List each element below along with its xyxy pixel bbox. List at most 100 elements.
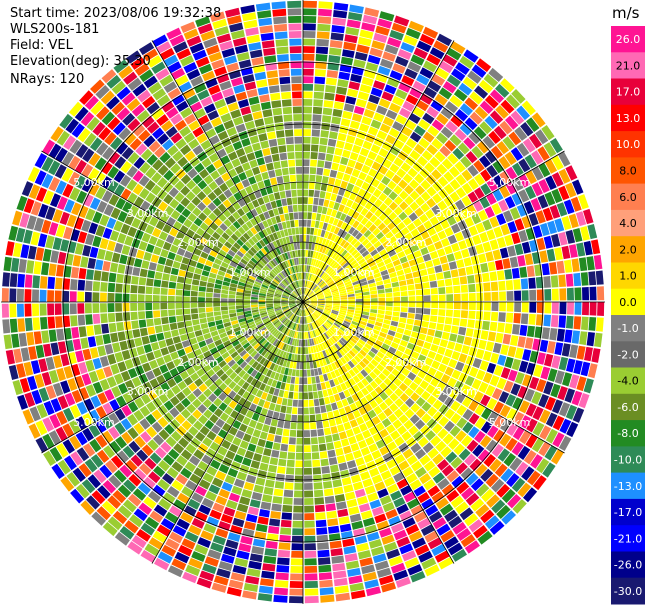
radar-gate xyxy=(484,302,491,311)
radar-gate xyxy=(456,259,464,268)
radar-gate xyxy=(303,84,313,91)
radar-gate xyxy=(461,345,470,354)
field-label: Field: VEL xyxy=(10,38,73,54)
radar-gate xyxy=(25,304,32,317)
radar-gate xyxy=(134,338,143,347)
radar-gate xyxy=(277,54,289,62)
radar-gate xyxy=(214,289,221,294)
radar-gate xyxy=(276,200,282,208)
radar-gate xyxy=(334,441,342,449)
radar-gate xyxy=(229,310,236,314)
radar-gate xyxy=(182,340,190,348)
radar-gate xyxy=(123,294,130,302)
radar-gate xyxy=(297,243,300,250)
radar-gate xyxy=(147,270,155,278)
radar-gate xyxy=(551,315,559,327)
radar-gate xyxy=(92,303,99,313)
radar-gate xyxy=(335,585,349,594)
radar-gate xyxy=(586,256,595,270)
radar-gate xyxy=(250,499,261,508)
radar-gate xyxy=(323,108,333,116)
radar-gate xyxy=(297,430,303,437)
radar-gate xyxy=(183,309,190,315)
radar-gate xyxy=(303,99,312,106)
ring-label: 5.00km xyxy=(489,176,531,189)
radar-gate xyxy=(277,176,284,184)
radar-gate xyxy=(567,288,574,301)
radar-gate xyxy=(345,553,358,562)
radar-gate xyxy=(288,392,293,399)
radar-gate xyxy=(311,145,319,152)
radar-gate xyxy=(328,526,340,534)
radar-gate xyxy=(325,85,336,93)
radar-gate xyxy=(313,114,322,121)
radar-gate xyxy=(318,436,325,444)
radar-gate xyxy=(339,462,348,471)
radar-gate xyxy=(75,243,84,255)
radar-gate xyxy=(184,315,191,321)
radar-gate xyxy=(207,317,215,323)
radar-gate xyxy=(311,437,318,444)
radar-gate xyxy=(75,350,84,362)
radar-gate xyxy=(409,302,416,307)
radar-gate xyxy=(251,546,264,555)
radar-gate xyxy=(272,496,282,504)
radar-gate xyxy=(490,322,498,332)
radar-gate xyxy=(304,528,315,535)
radar-gate xyxy=(303,8,317,15)
radar-gate xyxy=(491,282,499,291)
radar-gate xyxy=(514,302,521,312)
radar-gate xyxy=(262,40,275,48)
radar-gate xyxy=(245,82,257,91)
radar-gate xyxy=(280,406,286,414)
radar-gate xyxy=(303,355,306,362)
radar-gate xyxy=(303,182,309,189)
radar-gate xyxy=(353,450,362,459)
radar-gate xyxy=(243,433,252,442)
radar-gate xyxy=(349,81,361,90)
radar-gate xyxy=(513,279,521,290)
radar-gate xyxy=(587,332,595,346)
radar-gate xyxy=(318,557,331,565)
radar-gate xyxy=(510,257,519,268)
radar-gate xyxy=(451,326,459,334)
radar-gate xyxy=(207,282,215,288)
radar-gate xyxy=(371,306,378,310)
radar-gate xyxy=(329,419,336,427)
radar-gate xyxy=(70,303,77,314)
radar-gate xyxy=(319,398,325,406)
radar-gate xyxy=(236,302,243,305)
radar-gate xyxy=(247,568,261,577)
radar-gate xyxy=(112,342,121,352)
radar-gate xyxy=(415,314,422,320)
radar-gate xyxy=(353,528,365,537)
radar-gate xyxy=(138,311,145,319)
radar-gate xyxy=(193,325,201,332)
radar-gate xyxy=(295,377,299,384)
radar-gate xyxy=(294,243,298,250)
radar-gate xyxy=(355,489,366,498)
radar-gate xyxy=(574,316,582,329)
radar-gate xyxy=(579,331,587,345)
radar-gate xyxy=(24,289,31,302)
radar-gate xyxy=(475,320,483,329)
radar-gate xyxy=(424,302,431,308)
radar-gate xyxy=(116,322,124,331)
radar-gate xyxy=(270,146,278,154)
radar-gate xyxy=(311,369,315,376)
radar-gate xyxy=(244,305,251,308)
radar-gate xyxy=(505,323,513,333)
radar-gate xyxy=(281,92,291,100)
radar-gate xyxy=(275,32,288,40)
radar-gate xyxy=(191,297,198,302)
radar-gate xyxy=(506,280,514,290)
radar-gate xyxy=(287,198,293,205)
radar-gate xyxy=(270,93,280,101)
radar-gate xyxy=(198,303,205,308)
radar-gate xyxy=(271,419,278,427)
radar-gate xyxy=(253,453,262,462)
radar-gate xyxy=(303,152,310,159)
radar-gate xyxy=(324,397,330,405)
radar-gate xyxy=(384,283,391,288)
radar-gate xyxy=(4,335,13,350)
